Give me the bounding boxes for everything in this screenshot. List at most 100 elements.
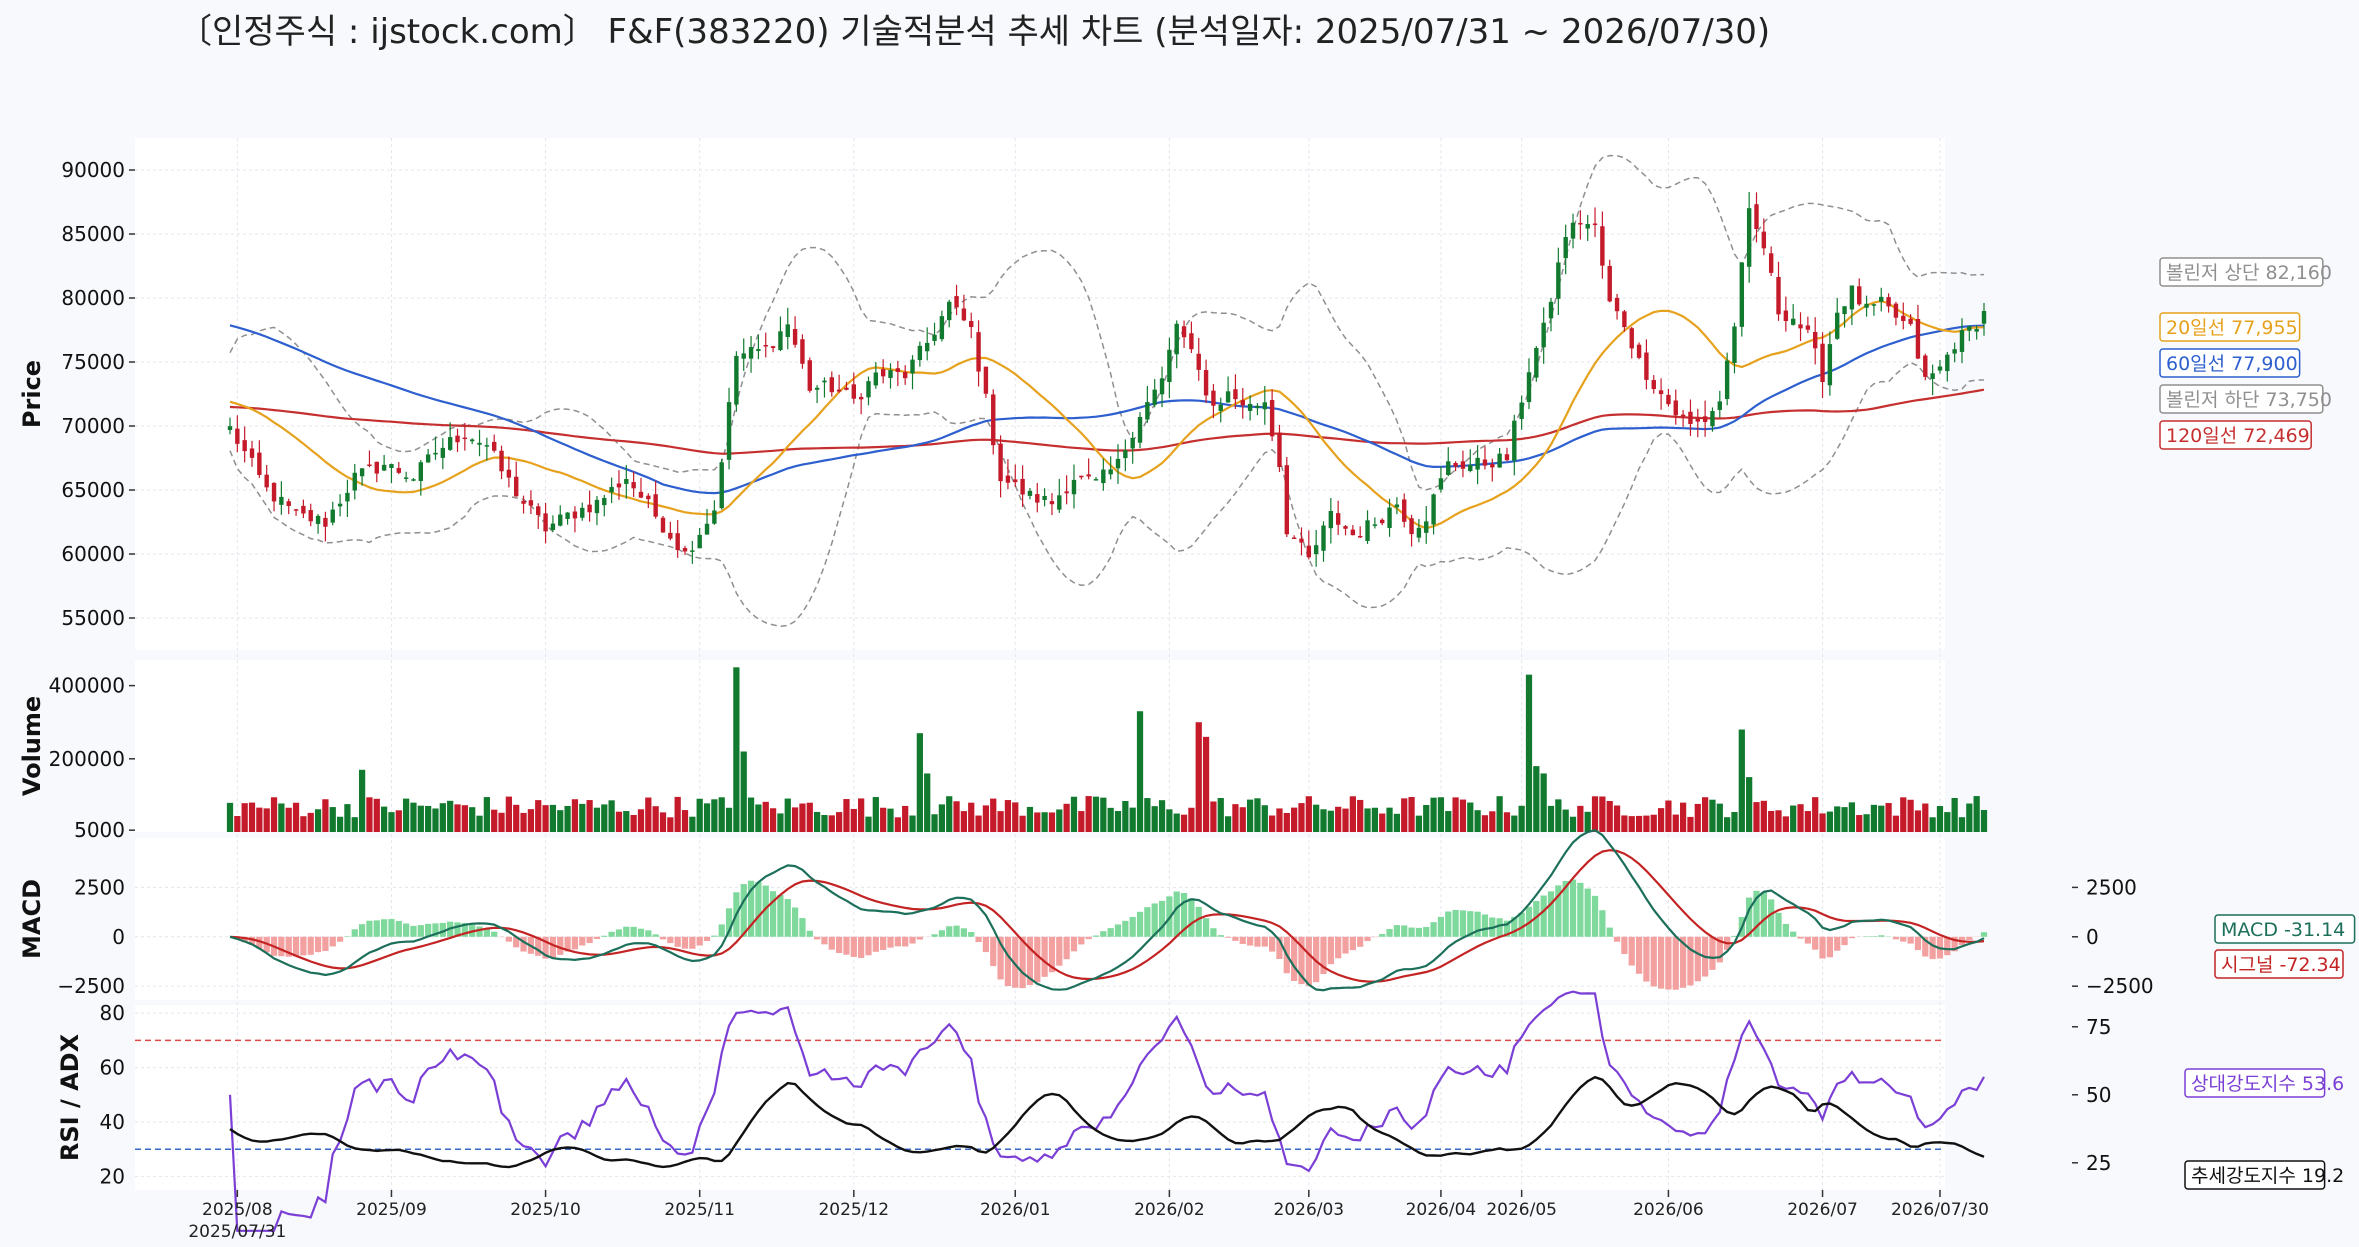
macd-histogram-bar — [865, 936, 872, 956]
candle-body — [1497, 453, 1502, 468]
macd-histogram-bar — [1775, 912, 1782, 937]
candle-body — [491, 441, 497, 451]
macd-histogram-bar — [248, 936, 256, 945]
macd-histogram-bar — [520, 936, 527, 952]
volume-bar — [1107, 807, 1114, 832]
macd-histogram-bar — [1151, 903, 1158, 937]
macd-histogram-bar — [1621, 936, 1628, 955]
candle-body — [1380, 519, 1385, 524]
volume-bar — [1430, 797, 1437, 832]
candle-body — [1145, 402, 1150, 420]
volume-bar — [1980, 810, 1988, 832]
macd-histogram-bar — [1540, 895, 1547, 937]
macd-histogram-bar — [403, 923, 410, 937]
volume-bar — [681, 810, 689, 832]
macd-histogram-bar — [1063, 936, 1070, 960]
candle-body — [1974, 328, 1979, 332]
price-tick-label: 65000 — [61, 478, 125, 502]
macd-histogram-bar — [1672, 936, 1679, 990]
macd-histogram-bar — [990, 936, 997, 967]
ma20-line — [229, 299, 1985, 530]
candle-body — [301, 505, 306, 514]
macd-histogram-bar — [388, 919, 395, 937]
volume-bar — [909, 815, 916, 832]
macd-histogram-bar — [1210, 928, 1217, 937]
macd-histogram-bar — [725, 908, 733, 937]
candle-body — [829, 377, 834, 393]
volume-bar — [1415, 815, 1423, 832]
candle-body — [1827, 344, 1833, 386]
volume-bar — [645, 797, 652, 832]
macd-histogram-bar — [828, 936, 835, 950]
x-tick-label: 2026/01 — [980, 1200, 1051, 1220]
candle-body — [1350, 529, 1356, 536]
volume-bar — [1657, 808, 1665, 832]
volume-bar — [836, 812, 843, 832]
volume-bar — [1591, 796, 1599, 832]
candle-body — [1504, 454, 1510, 461]
macd-histogram-bar — [1848, 936, 1856, 939]
volume-bar — [1753, 802, 1760, 832]
candle-body — [1959, 330, 1965, 352]
macd-histogram-bar — [1922, 936, 1929, 957]
macd-histogram-bar — [1980, 932, 1988, 937]
candle-body — [770, 346, 776, 349]
macd-histogram-bar — [747, 880, 755, 937]
candle-body — [1746, 208, 1752, 267]
macd-histogram-bar — [1914, 936, 1922, 951]
candle-body — [499, 450, 504, 472]
macd-histogram-bar — [1012, 936, 1019, 988]
macd-histogram-bar — [351, 929, 358, 937]
candle-body — [1005, 475, 1011, 483]
volume-bar — [417, 805, 424, 832]
volume-panel — [226, 667, 1988, 832]
volume-bar — [1041, 812, 1048, 832]
volume-bar — [241, 803, 248, 832]
macd-histogram-bar — [1459, 910, 1467, 937]
axis-label: RSI / ADX — [56, 1033, 84, 1161]
candle-body — [1042, 495, 1047, 501]
x-tick-label: 2026/05 — [1486, 1200, 1557, 1220]
macd-histogram-bar — [1019, 936, 1026, 989]
volume-bar — [1841, 807, 1848, 832]
macd-histogram-bar — [1503, 920, 1511, 937]
macd-histogram-bar — [1239, 936, 1246, 944]
macd-histogram-bar — [432, 923, 439, 937]
candle-body — [1945, 354, 1950, 372]
volume-bar — [498, 812, 505, 832]
volume-bar — [1291, 807, 1298, 832]
axis-label: Price — [18, 360, 46, 428]
macd-histogram-bar — [1878, 935, 1885, 937]
candle-body — [1394, 504, 1400, 508]
volume-bar — [322, 799, 329, 832]
volume-bar — [1452, 797, 1459, 832]
candle-body — [1115, 458, 1121, 469]
macd-histogram-bar — [1687, 936, 1694, 986]
candle-body — [1225, 391, 1231, 403]
macd-histogram-bar — [593, 936, 601, 939]
rsi-right-tick-label: 50 — [2086, 1083, 2111, 1107]
macd-histogram-bar — [1298, 936, 1305, 985]
candle-body — [1930, 373, 1935, 379]
volume-bar — [1702, 797, 1709, 832]
volume-bar — [307, 812, 314, 832]
volume-bar — [1503, 812, 1511, 832]
macd-histogram-bar — [1606, 927, 1613, 937]
candle-body — [917, 345, 923, 361]
macd-histogram-bar — [380, 919, 388, 937]
macd-histogram-bar — [975, 936, 982, 943]
volume-bar — [461, 805, 468, 832]
macd-histogram-bar — [1665, 936, 1672, 990]
candle-body — [308, 510, 313, 522]
candle-body — [433, 452, 438, 455]
macd-histogram-bar — [1085, 936, 1092, 940]
macd-histogram-bar — [1731, 935, 1738, 937]
volume-bar — [1914, 810, 1922, 832]
macd-histogram-bar — [1782, 923, 1789, 937]
volume-bar — [747, 797, 755, 832]
candle-body — [910, 359, 915, 374]
macd-histogram-bar — [1100, 931, 1107, 937]
volume-bar — [1665, 800, 1672, 832]
candle-body — [425, 454, 431, 463]
macd-histogram-bar — [630, 926, 637, 937]
